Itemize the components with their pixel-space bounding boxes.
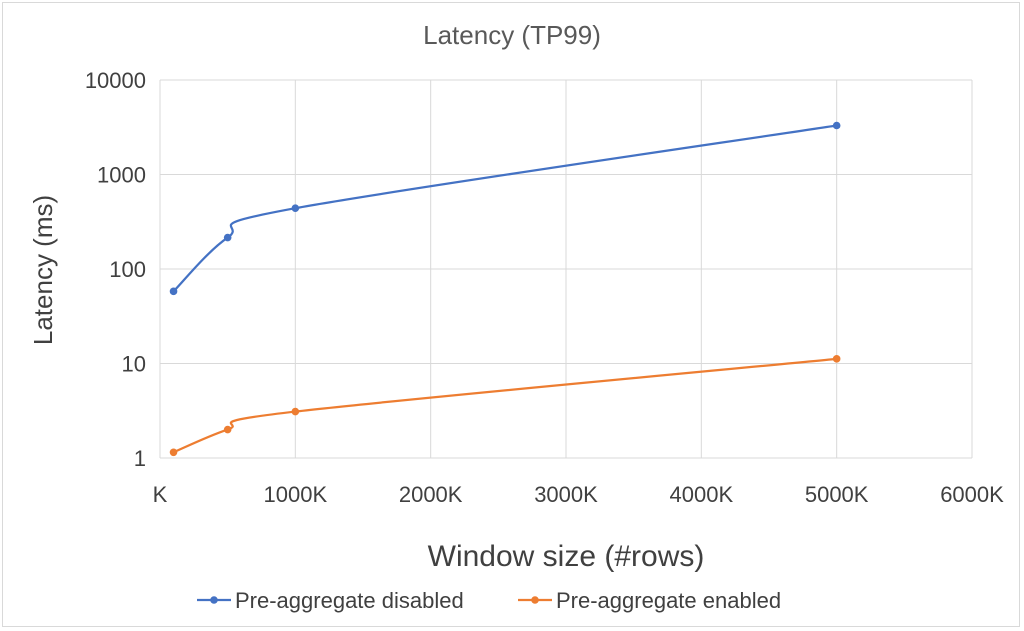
y-tick-label: 1000 (97, 163, 146, 188)
y-tick-label: 10 (122, 352, 146, 377)
x-tick-label: 2000K (399, 482, 463, 507)
legend-label: Pre-aggregate disabled (235, 588, 464, 613)
data-point (291, 204, 300, 212)
gridlines (159, 79, 973, 459)
x-axis-label: Window size (#rows) (428, 540, 705, 573)
series-line (173, 357, 837, 454)
series-2 (169, 355, 841, 457)
x-tick-label: 1000K (264, 482, 328, 507)
legend: Pre-aggregate disabled Pre-aggregate enab… (197, 588, 781, 613)
x-tick-label: 4000K (670, 482, 734, 507)
legend-item: Pre-aggregate disabled (197, 588, 464, 613)
legend-item: Pre-aggregate enabled (518, 588, 781, 613)
chart-title: Latency (TP99) (423, 20, 601, 50)
legend-marker (210, 596, 218, 604)
data-point (832, 121, 841, 130)
legend-label: Pre-aggregate enabled (556, 588, 781, 613)
y-axis-label: Latency (ms) (28, 195, 58, 345)
data-point (223, 233, 232, 242)
data-point (291, 407, 300, 416)
y-tick-label: 1 (134, 446, 146, 471)
series-lines (169, 121, 841, 457)
data-point (169, 287, 178, 296)
data-point (169, 448, 178, 457)
series-line (172, 124, 837, 293)
series-1 (169, 121, 841, 296)
x-tick-label: K (153, 482, 168, 507)
data-point (832, 355, 841, 363)
x-tick-label: 3000K (534, 482, 598, 507)
x-tick-label: 5000K (805, 482, 869, 507)
data-point (223, 425, 232, 434)
legend-marker (531, 596, 539, 604)
y-axis-ticks: 1 10 100 1000 10000 (85, 68, 146, 471)
x-tick-label: 6000K (940, 482, 1004, 507)
y-tick-label: 100 (109, 257, 146, 282)
x-axis-ticks: K 1000K 2000K 3000K 4000K 5000K 6000K (153, 482, 1004, 507)
y-tick-label: 10000 (85, 68, 146, 93)
